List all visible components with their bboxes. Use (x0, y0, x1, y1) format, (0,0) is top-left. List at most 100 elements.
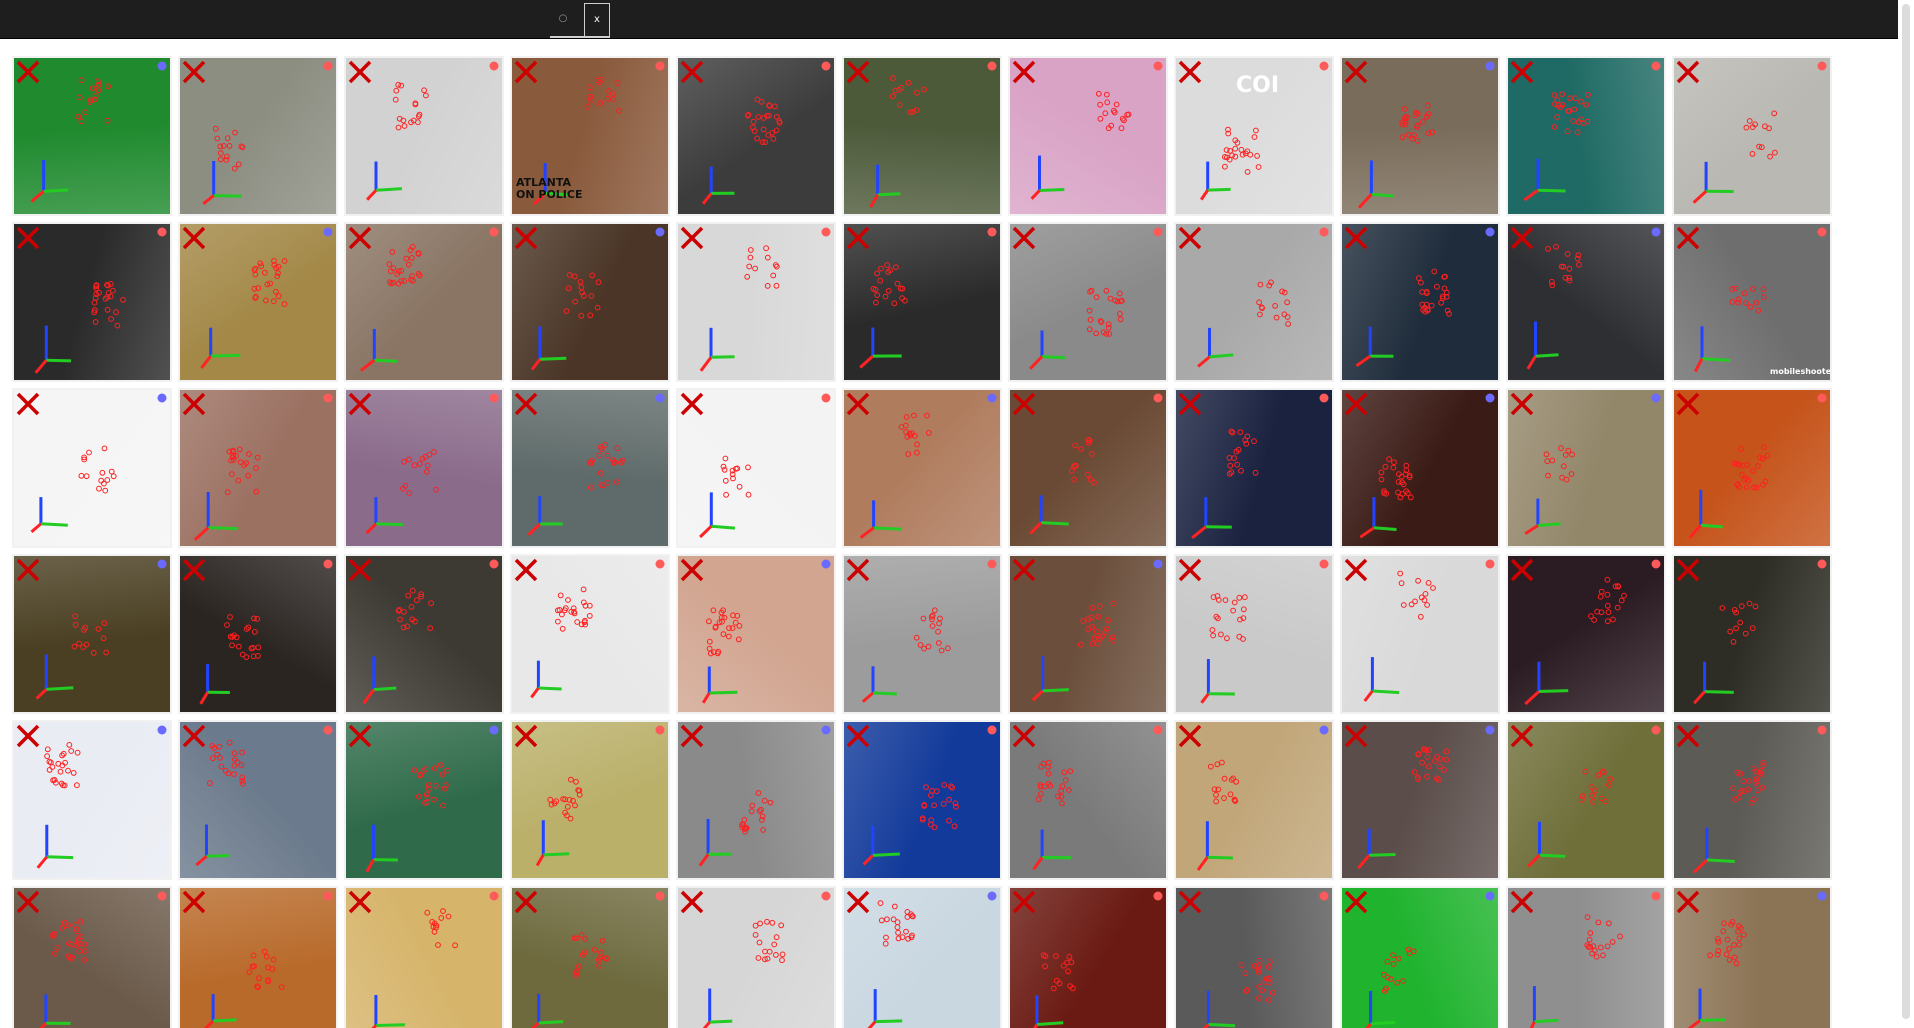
scrollbar-thumb[interactable] (1902, 4, 1910, 1019)
image-tile[interactable] (1174, 388, 1334, 548)
image-tile[interactable]: ATLANTA ON POLICE (510, 56, 670, 216)
image-tile[interactable] (510, 886, 670, 1028)
image-tile[interactable] (1008, 56, 1168, 216)
cross-icon[interactable] (1344, 724, 1368, 748)
image-tile[interactable] (676, 720, 836, 880)
cross-icon[interactable] (182, 226, 206, 250)
cross-icon[interactable] (1676, 226, 1700, 250)
cross-icon[interactable] (16, 558, 40, 582)
image-tile[interactable] (1506, 886, 1666, 1028)
cross-icon[interactable] (1012, 226, 1036, 250)
image-tile[interactable] (1506, 222, 1666, 382)
image-tile[interactable] (1008, 554, 1168, 714)
image-tile[interactable] (1340, 886, 1500, 1028)
image-tile[interactable] (1174, 554, 1334, 714)
image-tile[interactable] (12, 56, 172, 216)
cross-icon[interactable] (514, 724, 538, 748)
cross-icon[interactable] (348, 890, 372, 914)
cross-icon[interactable] (1344, 558, 1368, 582)
cross-icon[interactable] (1178, 558, 1202, 582)
cross-icon[interactable] (514, 890, 538, 914)
cross-icon[interactable] (514, 60, 538, 84)
cross-icon[interactable] (846, 724, 870, 748)
image-tile[interactable] (1506, 388, 1666, 548)
image-tile[interactable] (1174, 720, 1334, 880)
cross-icon[interactable] (1676, 392, 1700, 416)
image-tile[interactable] (1340, 56, 1500, 216)
image-tile[interactable] (344, 554, 504, 714)
cross-icon[interactable] (1344, 226, 1368, 250)
cross-icon[interactable] (182, 724, 206, 748)
cross-icon[interactable] (1676, 890, 1700, 914)
cross-icon[interactable] (1012, 392, 1036, 416)
image-tile[interactable] (1008, 886, 1168, 1028)
cross-icon[interactable] (514, 392, 538, 416)
cross-icon[interactable] (182, 392, 206, 416)
image-tile[interactable] (178, 886, 338, 1028)
cross-icon[interactable] (680, 226, 704, 250)
image-tile[interactable] (1506, 720, 1666, 880)
image-tile[interactable] (344, 886, 504, 1028)
image-tile[interactable] (1672, 388, 1832, 548)
image-tile[interactable]: COI (1174, 56, 1334, 216)
cross-icon[interactable] (1676, 724, 1700, 748)
image-tile[interactable] (676, 886, 836, 1028)
cross-icon[interactable] (182, 890, 206, 914)
image-tile[interactable] (676, 554, 836, 714)
cross-icon[interactable] (680, 558, 704, 582)
cross-icon[interactable] (846, 226, 870, 250)
image-tile[interactable] (1506, 56, 1666, 216)
cross-icon[interactable] (1510, 60, 1534, 84)
image-tile[interactable] (12, 222, 172, 382)
image-tile[interactable] (510, 720, 670, 880)
cross-icon[interactable] (1510, 226, 1534, 250)
cross-icon[interactable] (16, 60, 40, 84)
cross-icon[interactable] (348, 392, 372, 416)
cross-icon[interactable] (1510, 558, 1534, 582)
image-tile[interactable] (1008, 720, 1168, 880)
cross-icon[interactable] (348, 724, 372, 748)
cross-icon[interactable] (1178, 890, 1202, 914)
cross-icon[interactable] (1012, 558, 1036, 582)
image-tile[interactable] (510, 388, 670, 548)
cross-icon[interactable] (846, 60, 870, 84)
tab-close-icon[interactable]: x (584, 3, 610, 36)
image-tile[interactable] (676, 222, 836, 382)
cross-icon[interactable] (680, 724, 704, 748)
cross-icon[interactable] (514, 226, 538, 250)
image-tile[interactable] (842, 56, 1002, 216)
cross-icon[interactable] (1344, 392, 1368, 416)
cross-icon[interactable] (1178, 226, 1202, 250)
cross-icon[interactable] (680, 60, 704, 84)
image-tile[interactable] (178, 554, 338, 714)
image-tile[interactable] (12, 388, 172, 548)
image-tile[interactable] (842, 388, 1002, 548)
cross-icon[interactable] (1178, 392, 1202, 416)
image-tile[interactable] (1672, 56, 1832, 216)
tab-dot-icon[interactable]: ○ (558, 13, 568, 24)
cross-icon[interactable] (1012, 60, 1036, 84)
image-tile[interactable] (510, 554, 670, 714)
image-tile[interactable] (1340, 388, 1500, 548)
image-tile[interactable] (1174, 222, 1334, 382)
image-tile[interactable] (1340, 222, 1500, 382)
image-tile[interactable] (12, 720, 172, 880)
image-tile[interactable] (1506, 554, 1666, 714)
cross-icon[interactable] (1676, 60, 1700, 84)
image-tile[interactable] (344, 56, 504, 216)
cross-icon[interactable] (348, 60, 372, 84)
image-tile[interactable] (510, 222, 670, 382)
image-tile[interactable] (178, 388, 338, 548)
image-tile[interactable] (1340, 720, 1500, 880)
image-tile[interactable] (1174, 886, 1334, 1028)
image-tile[interactable] (1008, 388, 1168, 548)
image-tile[interactable] (676, 56, 836, 216)
cross-icon[interactable] (348, 226, 372, 250)
cross-icon[interactable] (1676, 558, 1700, 582)
image-tile[interactable] (842, 720, 1002, 880)
cross-icon[interactable] (348, 558, 372, 582)
image-tile[interactable] (842, 554, 1002, 714)
cross-icon[interactable] (1012, 724, 1036, 748)
cross-icon[interactable] (182, 60, 206, 84)
cross-icon[interactable] (846, 392, 870, 416)
